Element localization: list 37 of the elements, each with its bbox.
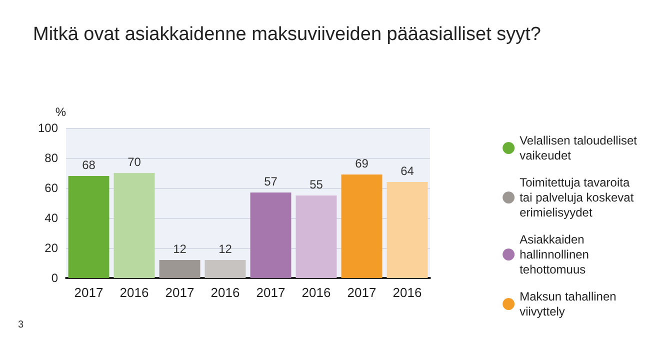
data-label: 68 — [82, 158, 96, 172]
legend-label: Asiakkaiden hallinnollinen tehottomuus — [520, 232, 589, 276]
y-tick-label: 80 — [44, 151, 58, 165]
text: 3 — [18, 320, 24, 330]
y-tick-label: 60 — [44, 181, 58, 195]
x-tick-label: 2016 — [210, 285, 240, 300]
x-tick-label: 2017 — [256, 285, 286, 300]
legend-label: Velallisen taloudelliset vaikeudet — [520, 134, 638, 162]
bar — [296, 196, 337, 278]
data-label: 69 — [355, 156, 369, 170]
y-tick-label: 100 — [38, 121, 58, 135]
x-tick-label: 2017 — [165, 285, 194, 300]
legend-label: Toimitettuja tavaroita tai palveluja koskevat erimielisyydet — [520, 176, 634, 220]
bar — [250, 192, 292, 278]
y-axis-title: % — [55, 105, 66, 119]
data-label: 57 — [264, 174, 278, 188]
x-tick-label: 2017 — [347, 285, 376, 300]
x-tick-label: 2016 — [392, 285, 422, 300]
data-label: 70 — [128, 155, 142, 169]
x-tick-label: 2016 — [120, 285, 149, 300]
bar — [159, 260, 200, 278]
bar — [386, 182, 428, 278]
y-tick-label: 20 — [44, 241, 58, 255]
bar — [204, 260, 246, 278]
bar — [68, 176, 110, 278]
data-label: 55 — [310, 178, 324, 192]
bar — [341, 174, 382, 278]
data-label: 12 — [218, 242, 232, 256]
data-label: 12 — [173, 242, 187, 256]
y-tick-label: 0 — [51, 271, 58, 285]
data-label: 64 — [400, 164, 414, 178]
y-tick-label: 40 — [44, 211, 58, 225]
x-tick-label: 2017 — [74, 285, 104, 300]
chart-title: Mitkä ovat asiakkaidenne maksuviiveiden pääasialliset syyt? — [33, 24, 541, 45]
legend-label: Maksun tahallinen viivyttely — [520, 290, 616, 318]
bar — [114, 173, 155, 278]
x-tick-label: 2016 — [302, 285, 331, 300]
